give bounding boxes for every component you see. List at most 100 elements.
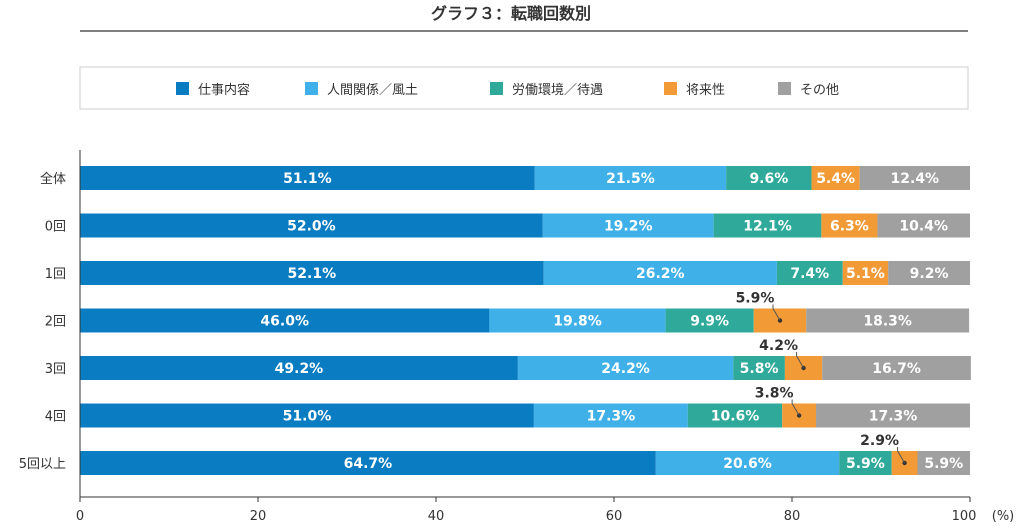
data-label: 2.9% bbox=[860, 433, 899, 449]
data-label: 49.2% bbox=[275, 361, 324, 377]
legend-label: 仕事内容 bbox=[198, 82, 250, 98]
legend-swatch bbox=[778, 82, 791, 95]
chart-title: グラフ３：転職回数別 bbox=[431, 4, 591, 23]
bars bbox=[80, 166, 971, 475]
legend-swatch bbox=[305, 82, 318, 95]
callout-line bbox=[897, 447, 906, 464]
category-label: 3回 bbox=[45, 362, 66, 377]
bar-segment bbox=[776, 261, 843, 285]
category-label: 2回 bbox=[45, 315, 66, 330]
data-label: 19.2% bbox=[604, 219, 653, 235]
data-label: 7.4% bbox=[790, 266, 829, 282]
data-label: 5.8% bbox=[740, 361, 779, 377]
x-axis: 0 20 40 60 80 100 (%) bbox=[76, 150, 1014, 524]
data-label: 5.4% bbox=[816, 171, 855, 187]
data-label: 24.2% bbox=[601, 361, 650, 377]
bar-segment bbox=[859, 166, 970, 190]
data-label: 12.4% bbox=[891, 171, 940, 187]
data-labels: 51.1% 21.5% 9.6% 5.4% 12.4% 52.0% 19.2% 12.1% 6.… bbox=[260, 171, 963, 472]
data-label: 51.1% bbox=[283, 171, 332, 187]
bar-segment bbox=[811, 166, 860, 190]
bar-segment bbox=[489, 308, 666, 333]
x-tick-label: 100 bbox=[952, 509, 977, 524]
legend-label: 労働環境／待遇 bbox=[512, 83, 603, 98]
bar-segment bbox=[80, 213, 543, 238]
bar-segment bbox=[80, 403, 534, 428]
bar-segment bbox=[542, 213, 714, 238]
data-label: 17.3% bbox=[587, 409, 636, 425]
x-unit-label: (%) bbox=[992, 509, 1015, 524]
data-label: 10.4% bbox=[899, 219, 948, 235]
data-label: 3.8% bbox=[755, 386, 794, 402]
x-tick-label: 60 bbox=[606, 509, 623, 524]
legend-swatch bbox=[664, 82, 677, 95]
legend-swatch bbox=[490, 82, 503, 95]
data-label: 5.9% bbox=[924, 456, 963, 472]
bar-segment bbox=[806, 308, 970, 333]
callout-line bbox=[796, 352, 805, 369]
bar-segment bbox=[80, 356, 518, 380]
bar-segment bbox=[80, 166, 535, 190]
data-label: 21.5% bbox=[606, 171, 655, 187]
bar-segment bbox=[888, 261, 970, 285]
bar-segment bbox=[839, 451, 892, 475]
bar-segment bbox=[655, 451, 840, 475]
data-label: 64.7% bbox=[344, 456, 393, 472]
data-label: 52.1% bbox=[288, 266, 337, 282]
bar-segment bbox=[80, 308, 490, 333]
x-tick-label: 0 bbox=[76, 509, 84, 524]
data-label: 6.3% bbox=[830, 219, 869, 235]
data-label: 19.8% bbox=[553, 314, 602, 330]
callout-line bbox=[772, 304, 781, 321]
category-label: 全体 bbox=[40, 171, 66, 187]
data-label: 26.2% bbox=[636, 266, 685, 282]
legend-label: 将来性 bbox=[686, 83, 725, 98]
data-label: 5.1% bbox=[846, 266, 885, 282]
data-label: 5.9% bbox=[736, 291, 775, 307]
bar-segment bbox=[534, 166, 727, 190]
data-label: 5.9% bbox=[846, 456, 885, 472]
category-label: 5回以上 bbox=[19, 457, 66, 472]
category-labels: 全体 0回 1回 2回 3回 4回 5回以上 bbox=[19, 171, 66, 472]
callout-line bbox=[791, 399, 800, 416]
x-tick-label: 80 bbox=[784, 509, 801, 524]
bar-segment bbox=[687, 403, 783, 428]
bar-segment bbox=[877, 213, 970, 238]
bar-segment bbox=[842, 261, 889, 285]
bar-segment bbox=[665, 308, 754, 333]
bar-segment bbox=[533, 403, 688, 428]
bar-segment bbox=[80, 451, 656, 475]
category-label: 1回 bbox=[45, 267, 66, 282]
data-label: 52.0% bbox=[287, 219, 336, 235]
bar-segment bbox=[816, 403, 970, 428]
category-label: 4回 bbox=[45, 410, 66, 425]
data-label: 9.6% bbox=[749, 171, 788, 187]
data-label: 10.6% bbox=[711, 409, 760, 425]
data-label: 4.2% bbox=[759, 338, 798, 354]
data-label: 12.1% bbox=[743, 219, 792, 235]
category-label: 0回 bbox=[45, 220, 66, 235]
legend-box bbox=[79, 66, 969, 110]
bar-segment bbox=[822, 356, 971, 380]
data-label: 46.0% bbox=[260, 314, 309, 330]
bar-segment bbox=[917, 451, 970, 475]
data-label: 17.3% bbox=[869, 409, 918, 425]
data-label: 20.6% bbox=[723, 456, 772, 472]
bar-segment bbox=[726, 166, 812, 190]
x-tick-label: 40 bbox=[428, 509, 445, 524]
bar-segment bbox=[80, 261, 544, 285]
bar-segment bbox=[733, 356, 785, 380]
legend-swatch bbox=[176, 82, 189, 95]
legend: 仕事内容 人間関係／風土 労働環境／待遇 将来性 その他 bbox=[176, 82, 839, 98]
bar-segment bbox=[543, 261, 777, 285]
data-label: 51.0% bbox=[283, 409, 332, 425]
bar-segment bbox=[713, 213, 822, 238]
legend-label: その他 bbox=[800, 83, 839, 98]
data-label: 9.2% bbox=[910, 266, 949, 282]
data-label: 16.7% bbox=[872, 361, 921, 377]
bar-segment bbox=[821, 213, 878, 238]
data-label: 9.9% bbox=[690, 314, 729, 330]
x-tick-label: 20 bbox=[250, 509, 267, 524]
data-label: 18.3% bbox=[863, 314, 912, 330]
